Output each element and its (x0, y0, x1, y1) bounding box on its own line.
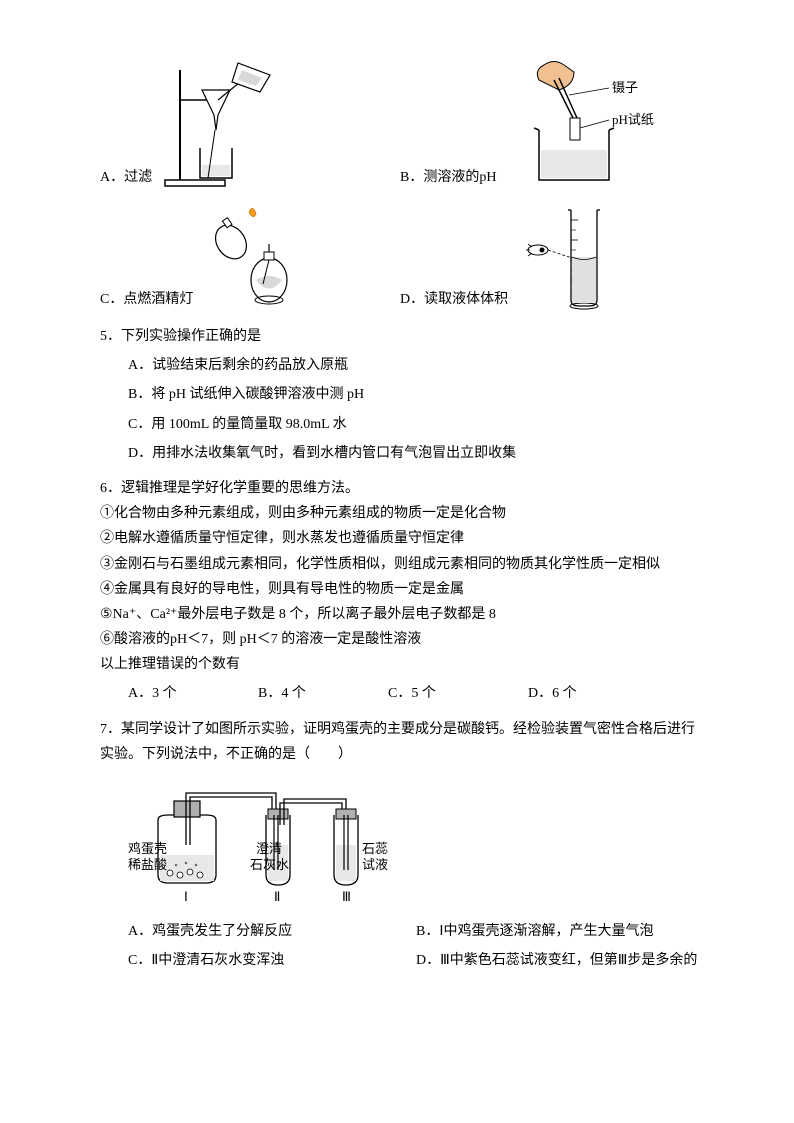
q5-C: C．用 100mL 的量筒量取 98.0mL 水 (100, 412, 704, 437)
q7-options: A．鸡蛋壳发生了分解反应 B．Ⅰ中鸡蛋壳逐渐溶解，产生大量气泡 C．Ⅱ中澄清石灰… (100, 915, 704, 973)
q7: 7．某同学设计了如图所示实验，证明鸡蛋壳的主要成分是碳酸钙。经检验装置气密性合格… (100, 717, 704, 974)
q6-s3: ③金刚石与石墨组成元素相同，化学性质相似，则组成元素相同的物质其化学性质一定相似 (100, 552, 704, 577)
q6-A: A．3 个 (128, 681, 258, 706)
q7-A: A．鸡蛋壳发生了分解反应 (128, 919, 416, 944)
ann-tweezers: 镊子 (612, 80, 638, 95)
q7-lbl3b-t: 试液 (362, 857, 388, 872)
lamp-diagram (201, 202, 311, 312)
ph-diagram: 镊子 pH试纸 (504, 60, 664, 190)
q4-optB-label: B．测溶液的pH (400, 165, 496, 190)
q4-optA: A．过滤 (100, 60, 400, 190)
q6-s2: ②电解水遵循质量守恒定律，则水蒸发也遵循质量守恒定律 (100, 526, 704, 551)
q7-num2-t: Ⅱ (274, 889, 280, 904)
q5-A: A．试验结束后剩余的药品放入原瓶 (100, 353, 704, 378)
q6: 6．逻辑推理是学好化学重要的思维方法。 ①化合物由多种元素组成，则由多种元素组成… (100, 476, 704, 707)
q6-C: C．5 个 (388, 681, 528, 706)
q5-stem: 5．下列实验操作正确的是 (100, 324, 704, 349)
q6-s1: ①化合物由多种元素组成，则由多种元素组成的物质一定是化合物 (100, 501, 704, 526)
q7-apparatus-diagram: 鸡蛋壳 稀盐酸 Ⅰ 澄清 石灰水 Ⅱ 石蕊 试液 Ⅲ (128, 775, 408, 915)
q6-s5: ⑤Na⁺、Ca²⁺最外层电子数是 8 个，所以离子最外层电子数都是 8 (100, 602, 704, 627)
q7-lbl3a-t: 石蕊 (362, 841, 388, 856)
q4-optB: B．测溶液的pH 镊子 pH试纸 (400, 60, 664, 190)
q7-B: B．Ⅰ中鸡蛋壳逐渐溶解，产生大量气泡 (416, 919, 704, 944)
q6-tail: 以上推理错误的个数有 (100, 652, 704, 677)
q6-s4: ④金属具有良好的导电性，则具有导电性的物质一定是金属 (100, 577, 704, 602)
q6-s6: ⑥酸溶液的pH＜7，则 pH＜7 的溶液一定是酸性溶液 (100, 627, 704, 652)
q4-row1: A．过滤 B．测溶液的pH (100, 60, 704, 190)
q4-optD-label: D．读取液体体积 (400, 287, 508, 312)
q4-optD: D．读取液体体积 (400, 202, 616, 312)
q7-lbl1b-t: 稀盐酸 (128, 857, 167, 872)
q7-C: C．Ⅱ中澄清石灰水变浑浊 (128, 948, 416, 973)
q7-num3-t: Ⅲ (342, 889, 351, 904)
q5: 5．下列实验操作正确的是 A．试验结束后剩余的药品放入原瓶 B．将 pH 试纸伸… (100, 324, 704, 466)
q6-D: D．6 个 (528, 681, 577, 706)
q4-optA-label: A．过滤 (100, 165, 152, 190)
ann-paper: pH试纸 (612, 112, 654, 127)
q6-B: B．4 个 (258, 681, 388, 706)
q5-B: B．将 pH 试纸伸入碳酸钾溶液中测 pH (100, 382, 704, 407)
q7-D: D．Ⅲ中紫色石蕊试液变红，但第Ⅲ步是多余的 (416, 948, 704, 973)
filtration-diagram (160, 60, 280, 190)
q6-options: A．3 个 B．4 个 C．5 个 D．6 个 (100, 681, 704, 706)
q5-D: D．用排水法收集氧气时，看到水槽内管口有气泡冒出立即收集 (100, 441, 704, 466)
q7-diagram-wrap: 鸡蛋壳 稀盐酸 Ⅰ 澄清 石灰水 Ⅱ 石蕊 试液 Ⅲ (100, 775, 704, 915)
q7-lbl2a-t: 澄清 (256, 841, 282, 856)
q7-lbl2b-t: 石灰水 (250, 857, 289, 872)
q7-stem: 7．某同学设计了如图所示实验，证明鸡蛋壳的主要成分是碳酸钙。经检验装置气密性合格… (100, 717, 704, 767)
q7-lbl1a-t: 鸡蛋壳 (128, 841, 167, 856)
cylinder-diagram (516, 202, 616, 312)
q4-optC-label: C．点燃酒精灯 (100, 287, 193, 312)
q4-row2: C．点燃酒精灯 D．读取液体体积 (100, 202, 704, 312)
q7-num1-t: Ⅰ (184, 889, 188, 904)
q4-optC: C．点燃酒精灯 (100, 202, 400, 312)
q6-stem: 6．逻辑推理是学好化学重要的思维方法。 (100, 476, 704, 501)
